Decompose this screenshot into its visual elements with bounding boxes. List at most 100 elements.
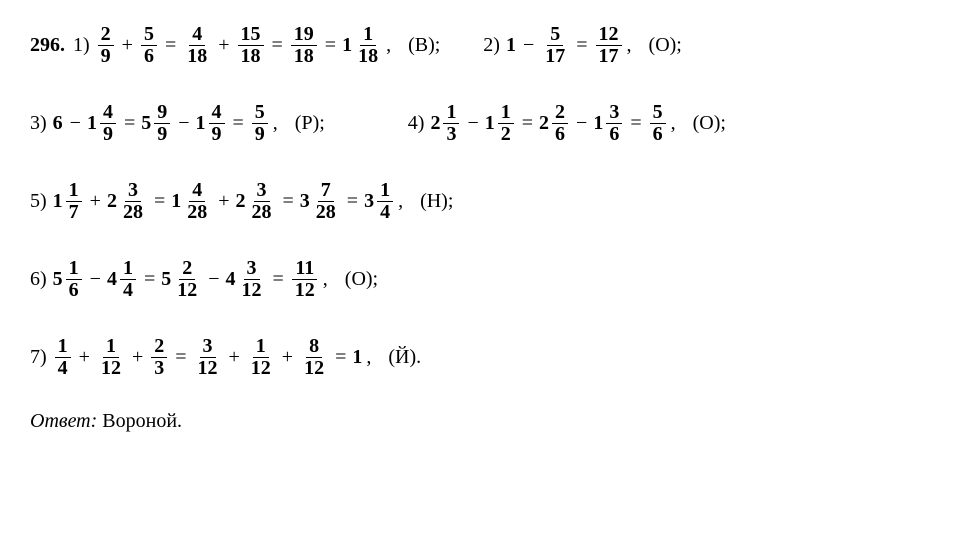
equals: = (347, 190, 358, 213)
plus: + (229, 346, 240, 369)
comma: , (627, 34, 632, 57)
row-2: 3) 6 − 149 = 599 − 149 = 59 , (Р); 4) 21… (30, 98, 948, 148)
frac: 23 (151, 336, 167, 379)
comma: , (671, 112, 676, 135)
frac: 812 (301, 336, 327, 379)
mixed: 516 (53, 258, 84, 301)
minus: − (70, 112, 81, 135)
problem-number: 296. (30, 34, 65, 57)
plus: + (79, 346, 90, 369)
letter: (Н); (420, 190, 453, 213)
frac: 1112 (292, 258, 318, 301)
frac: 56 (650, 102, 666, 145)
mixed: 2328 (107, 180, 148, 223)
minus: − (467, 112, 478, 135)
letter: (Й). (388, 346, 421, 369)
plus: + (122, 34, 133, 57)
whole: 1 (352, 346, 362, 369)
index: 7) (30, 346, 47, 369)
letter (284, 112, 289, 135)
mixed: 5212 (161, 258, 202, 301)
answer-value: Вороной. (102, 410, 182, 433)
equals: = (154, 190, 165, 213)
equals: = (144, 268, 155, 291)
row-5: 7) 14 + 112 + 23 = 312 + 112 + 812 = 1 ,… (30, 332, 948, 382)
item-3: 3) 6 − 149 = 599 − 149 = 59 , (Р); (30, 102, 328, 145)
mixed: 226 (539, 102, 570, 145)
equals: = (630, 112, 641, 135)
equals: = (522, 112, 533, 135)
equals: = (175, 346, 186, 369)
mixed: 1428 (171, 180, 212, 223)
letter: (В); (408, 34, 440, 57)
whole: 6 (53, 112, 63, 135)
equals: = (124, 112, 135, 135)
minus: − (576, 112, 587, 135)
mixed: 149 (196, 102, 227, 145)
equals: = (273, 268, 284, 291)
item-4: 4) 213 − 112 = 226 − 136 = 56 , (О); (408, 102, 729, 145)
mixed: 1118 (342, 24, 383, 67)
mixed: 599 (141, 102, 172, 145)
equals: = (165, 34, 176, 57)
mixed: 3728 (300, 180, 341, 223)
comma: , (366, 346, 371, 369)
row-1: 296. 1) 29 + 56 = 418 + 1518 = 1918 = 11… (30, 20, 948, 70)
frac: 112 (248, 336, 274, 379)
plus: + (90, 190, 101, 213)
frac: 14 (55, 336, 71, 379)
row-3: 5) 117 + 2328 = 1428 + 2328 = 3728 = 314… (30, 176, 948, 226)
equals: = (283, 190, 294, 213)
equals: = (335, 346, 346, 369)
letter (638, 34, 643, 57)
frac: 1918 (291, 24, 317, 67)
item-2: 2) 1 − 517 = 1217 , (О); (483, 24, 685, 67)
letter: (О); (649, 34, 682, 57)
mixed: 2328 (236, 180, 277, 223)
item-6: 6) 516 − 414 = 5212 − 4312 = 1112 , (О); (30, 258, 381, 301)
item-7: 7) 14 + 112 + 23 = 312 + 112 + 812 = 1 ,… (30, 336, 424, 379)
minus: − (90, 268, 101, 291)
plus: + (218, 190, 229, 213)
index: 2) (483, 34, 500, 57)
minus: − (208, 268, 219, 291)
equals: = (233, 112, 244, 135)
letter (682, 112, 687, 135)
frac: 517 (542, 24, 568, 67)
letter: (Р); (295, 112, 325, 135)
letter (397, 34, 402, 57)
equals: = (576, 34, 587, 57)
mixed: 136 (593, 102, 624, 145)
frac: 312 (195, 336, 221, 379)
item-1: 1) 29 + 56 = 418 + 1518 = 1918 = 1118 , … (73, 24, 443, 67)
mixed: 414 (107, 258, 138, 301)
mixed: 213 (430, 102, 461, 145)
comma: , (398, 190, 403, 213)
index: 1) (73, 34, 90, 57)
letter (409, 190, 414, 213)
plus: + (282, 346, 293, 369)
minus: − (523, 34, 534, 57)
index: 6) (30, 268, 47, 291)
answer-label: Ответ: (30, 410, 97, 433)
mixed: 117 (53, 180, 84, 223)
frac: 1518 (238, 24, 264, 67)
frac: 56 (141, 24, 157, 67)
letter: (О); (693, 112, 726, 135)
equals: = (272, 34, 283, 57)
index: 5) (30, 190, 47, 213)
plus: + (132, 346, 143, 369)
frac: 112 (98, 336, 124, 379)
item-5: 5) 117 + 2328 = 1428 + 2328 = 3728 = 314… (30, 180, 456, 223)
equals: = (325, 34, 336, 57)
plus: + (218, 34, 229, 57)
mixed: 149 (87, 102, 118, 145)
mixed: 112 (485, 102, 516, 145)
comma: , (386, 34, 391, 57)
frac: 59 (252, 102, 268, 145)
frac: 418 (184, 24, 210, 67)
index: 4) (408, 112, 425, 135)
row-4: 6) 516 − 414 = 5212 − 4312 = 1112 , (О); (30, 254, 948, 304)
frac: 1217 (596, 24, 622, 67)
comma: , (273, 112, 278, 135)
